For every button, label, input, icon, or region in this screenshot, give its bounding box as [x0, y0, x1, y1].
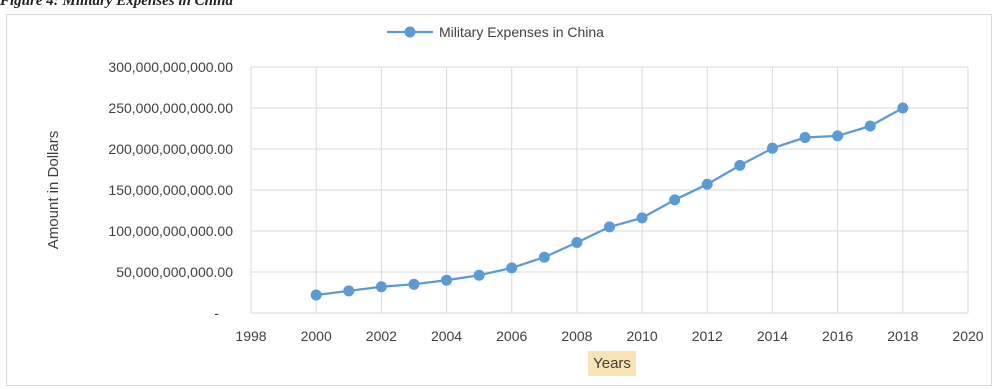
data-point: [636, 212, 648, 224]
x-tick-labels: 1998 2000 2002 2004 2006 2008 2010 2012 2014 2016…: [235, 328, 983, 344]
data-point: [864, 120, 876, 132]
y-tick-label: 50,000,000,000.00: [116, 264, 233, 280]
figure-caption: Figure 4: Military Expenses in China: [0, 0, 998, 14]
chart-container: - 50,000,000,000.00 100,000,000,000.00 150,…: [6, 14, 992, 386]
figure-caption-text: Figure 4: Military Expenses in China: [0, 0, 233, 9]
x-tick-label: 2020: [952, 328, 983, 344]
data-point: [669, 194, 681, 206]
data-point: [571, 236, 583, 248]
legend: Military Expenses in China: [387, 24, 604, 40]
data-point: [343, 285, 355, 297]
x-tick-label: 2014: [757, 328, 788, 344]
x-tick-label: 2010: [627, 328, 658, 344]
chart-svg: - 50,000,000,000.00 100,000,000,000.00 150,…: [45, 24, 984, 376]
y-tick-labels: - 50,000,000,000.00 100,000,000,000.00 150,…: [108, 59, 233, 321]
y-tick-label: 250,000,000,000.00: [108, 100, 233, 116]
data-point: [506, 262, 518, 274]
grid-layer: [250, 66, 969, 314]
series-layer: [310, 102, 909, 301]
x-tick-label: 2002: [366, 328, 397, 344]
data-point: [734, 159, 746, 171]
data-point: [310, 289, 322, 301]
x-tick-label: 2000: [301, 328, 332, 344]
data-point: [766, 142, 778, 154]
legend-marker-swatch: [404, 26, 416, 38]
y-tick-label: 100,000,000,000.00: [108, 223, 233, 239]
data-point: [538, 251, 550, 263]
data-point: [799, 132, 811, 144]
x-axis-title-highlight: [588, 351, 636, 376]
x-tick-label: 2004: [431, 328, 462, 344]
series-line: [316, 107, 904, 297]
data-point: [473, 269, 485, 281]
data-point: [897, 102, 909, 114]
y-tick-label: 200,000,000,000.00: [108, 141, 233, 157]
y-tick-label: -: [214, 305, 219, 321]
data-point: [832, 130, 844, 142]
y-tick-label: 150,000,000,000.00: [108, 182, 233, 198]
x-tick-label: 2006: [496, 328, 527, 344]
y-axis-title: Amount in Dollars: [45, 131, 62, 249]
x-axis-title: Years: [593, 355, 631, 372]
x-tick-label: 2016: [822, 328, 853, 344]
data-point: [375, 281, 387, 293]
data-point: [701, 178, 713, 190]
x-tick-label: 2012: [692, 328, 723, 344]
legend-entry-label: Military Expenses in China: [439, 24, 604, 40]
x-tick-label: 1998: [235, 328, 266, 344]
data-point: [441, 274, 453, 286]
x-tick-label: 2018: [887, 328, 918, 344]
y-tick-label: 300,000,000,000.00: [108, 59, 233, 75]
x-tick-label: 2008: [561, 328, 592, 344]
data-point: [408, 278, 420, 290]
data-point: [604, 221, 615, 233]
